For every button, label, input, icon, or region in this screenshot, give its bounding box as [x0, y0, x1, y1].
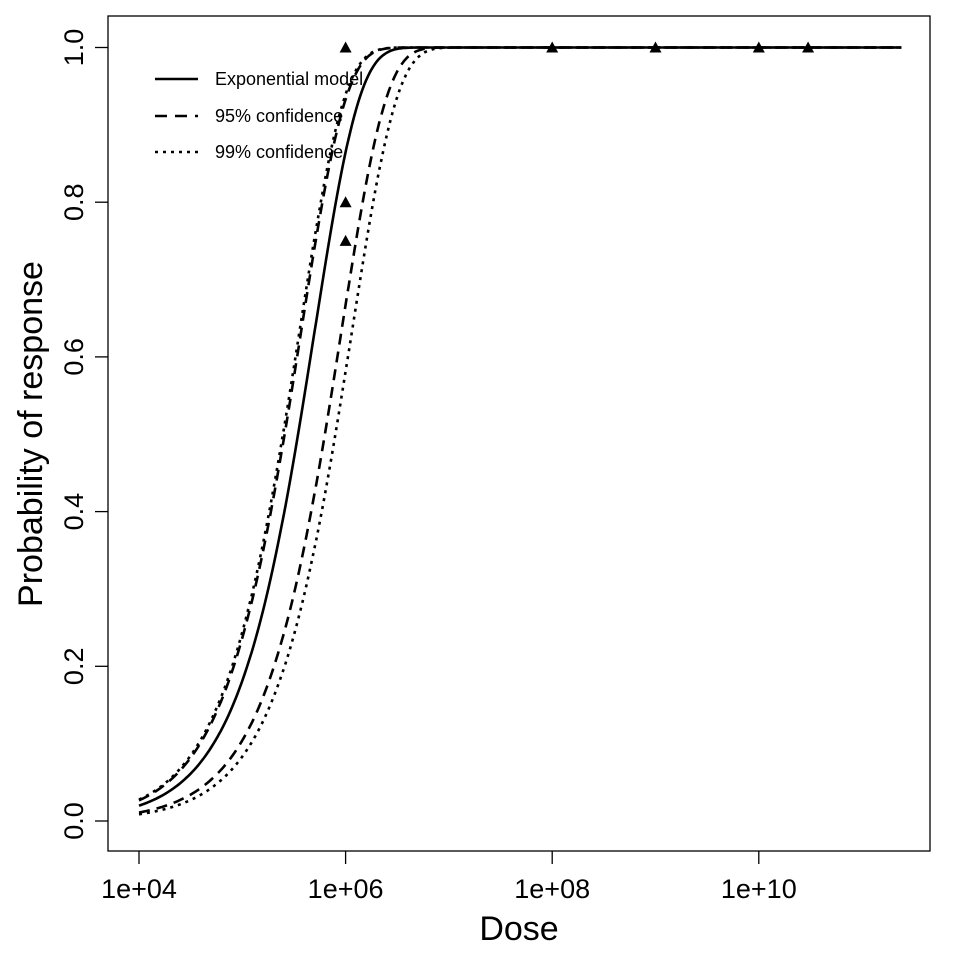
y-tick-label: 0.0 [59, 802, 89, 840]
x-tick-label: 1e+06 [308, 874, 384, 904]
triangle-marker-icon [339, 196, 352, 208]
x-tick-label: 1e+04 [101, 874, 177, 904]
y-tick-label: 0.6 [59, 338, 89, 376]
legend-label-95: 95% confidence [215, 106, 343, 126]
triangle-marker-icon [546, 41, 559, 53]
x-tick-label: 1e+08 [514, 874, 590, 904]
triangle-marker-icon [339, 234, 352, 246]
y-axis: 0.0 0.2 0.4 0.6 0.8 1.0 [59, 29, 108, 840]
triangle-marker-icon [802, 41, 815, 53]
x-axis: 1e+04 1e+06 1e+08 1e+10 [101, 851, 797, 904]
triangle-marker-icon [339, 41, 352, 53]
triangle-marker-icon [649, 41, 662, 53]
triangle-marker-icon [752, 41, 765, 53]
model-curves [138, 46, 902, 816]
y-tick-label: 0.4 [59, 493, 89, 531]
legend-label-model: Exponential model [215, 69, 363, 89]
legend-label-99: 99% confidence [215, 142, 343, 162]
y-tick-label: 1.0 [59, 29, 89, 67]
curve-dotted [138, 46, 902, 816]
observed-points [339, 41, 815, 246]
curve-dashed [138, 46, 902, 814]
x-axis-title: Dose [479, 910, 558, 948]
y-tick-label: 0.2 [59, 648, 89, 686]
y-tick-label: 0.8 [59, 183, 89, 221]
plot-frame [107, 15, 931, 852]
x-tick-label: 1e+10 [721, 874, 797, 904]
legend: Exponential model 95% confidence 99% con… [155, 69, 363, 162]
y-axis-title: Probability of response [12, 261, 50, 607]
